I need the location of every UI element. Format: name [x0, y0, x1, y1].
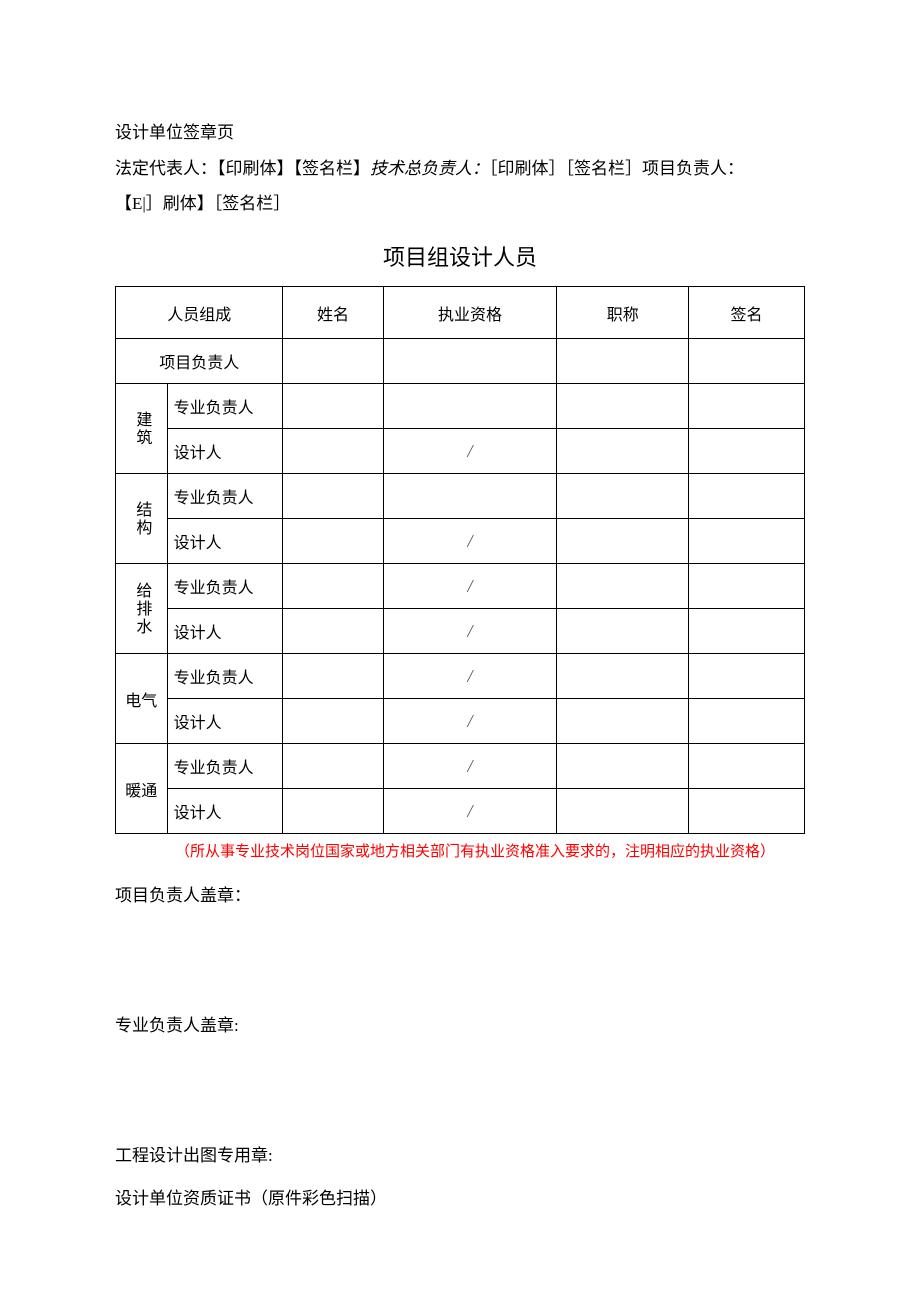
- cell-pm-title: [557, 339, 689, 384]
- cell-plumb-spec-name: [283, 564, 383, 609]
- header-line2: 法定代表人：【印刷体】【签名栏】技术总负责人：［印刷体］［签名栏］项目负责人：: [115, 151, 805, 187]
- stamp-specialist: 专业负责人盖章:: [115, 1011, 805, 1036]
- cell-arch-des-name: [283, 429, 383, 474]
- cell-hvac-spec-title: [557, 744, 689, 789]
- cell-arch-spec-sign: [689, 384, 805, 429]
- col-title: 职称: [557, 287, 689, 339]
- row-arch-specialist: 建筑 专业负责人: [116, 384, 805, 429]
- cell-hvac-spec-qual: /: [383, 744, 557, 789]
- category-plumb: 给排水: [116, 564, 168, 654]
- role-struct-designer: 设计人: [167, 519, 283, 564]
- category-arch: 建筑: [116, 384, 168, 474]
- cell-struct-spec-title: [557, 474, 689, 519]
- header-line3: 【E|］刷体】［签名栏］: [115, 186, 805, 222]
- cell-plumb-des-title: [557, 609, 689, 654]
- row-arch-designer: 设计人 /: [116, 429, 805, 474]
- stamp-design-output: 工程设计出图专用章:: [115, 1141, 805, 1166]
- col-composition: 人员组成: [116, 287, 283, 339]
- cell-pm-name: [283, 339, 383, 384]
- category-hvac: 暖通: [116, 744, 168, 834]
- row-plumb-specialist: 给排水 专业负责人 /: [116, 564, 805, 609]
- cell-elec-des-title: [557, 699, 689, 744]
- col-qualification: 执业资格: [383, 287, 557, 339]
- cell-arch-des-title: [557, 429, 689, 474]
- personnel-table: 人员组成 姓名 执业资格 职称 签名 项目负责人 建筑 专业负责人 设计人 / …: [115, 286, 805, 834]
- certificate-label: 设计单位资质证书（原件彩色扫描）: [115, 1184, 805, 1209]
- col-name: 姓名: [283, 287, 383, 339]
- cell-hvac-des-title: [557, 789, 689, 834]
- red-note: （所从事专业技术岗位国家或地方相关部门有执业资格准入要求的，注明相应的执业资格）: [115, 840, 805, 861]
- cell-arch-des-sign: [689, 429, 805, 474]
- cell-elec-spec-title: [557, 654, 689, 699]
- cell-arch-spec-title: [557, 384, 689, 429]
- row-hvac-designer: 设计人 /: [116, 789, 805, 834]
- cell-hvac-spec-name: [283, 744, 383, 789]
- page-title: 设计单位签章页: [115, 115, 805, 151]
- row-elec-specialist: 电气 专业负责人 /: [116, 654, 805, 699]
- category-elec: 电气: [116, 654, 168, 744]
- cell-hvac-des-sign: [689, 789, 805, 834]
- cell-project-manager: 项目负责人: [116, 339, 283, 384]
- cell-arch-spec-qual: [383, 384, 557, 429]
- cell-plumb-des-name: [283, 609, 383, 654]
- role-arch-specialist: 专业负责人: [167, 384, 283, 429]
- stamp-project-manager: 项目负责人盖章：: [115, 881, 805, 906]
- row-struct-specialist: 结构 专业负责人: [116, 474, 805, 519]
- col-signature: 签名: [689, 287, 805, 339]
- row-project-manager: 项目负责人: [116, 339, 805, 384]
- row-elec-designer: 设计人 /: [116, 699, 805, 744]
- cell-elec-spec-sign: [689, 654, 805, 699]
- cell-arch-des-qual: /: [383, 429, 557, 474]
- cell-plumb-des-qual: /: [383, 609, 557, 654]
- role-plumb-specialist: 专业负责人: [167, 564, 283, 609]
- row-struct-designer: 设计人 /: [116, 519, 805, 564]
- cell-hvac-des-name: [283, 789, 383, 834]
- role-arch-designer: 设计人: [167, 429, 283, 474]
- cell-plumb-spec-sign: [689, 564, 805, 609]
- cell-struct-des-sign: [689, 519, 805, 564]
- tech-lead-italic: 技术总负责人：: [370, 159, 489, 178]
- cell-struct-des-qual: /: [383, 519, 557, 564]
- cell-pm-qual: [383, 339, 557, 384]
- row-hvac-specialist: 暖通 专业负责人 /: [116, 744, 805, 789]
- legal-rep: 法定代表人：【印刷体】【签名栏】: [115, 159, 370, 178]
- row-plumb-designer: 设计人 /: [116, 609, 805, 654]
- cell-elec-spec-qual: /: [383, 654, 557, 699]
- cell-elec-des-sign: [689, 699, 805, 744]
- cell-pm-sign: [689, 339, 805, 384]
- cell-struct-des-title: [557, 519, 689, 564]
- cell-struct-spec-sign: [689, 474, 805, 519]
- cell-plumb-spec-qual: /: [383, 564, 557, 609]
- category-struct: 结构: [116, 474, 168, 564]
- cell-elec-des-name: [283, 699, 383, 744]
- table-header-row: 人员组成 姓名 执业资格 职称 签名: [116, 287, 805, 339]
- role-hvac-specialist: 专业负责人: [167, 744, 283, 789]
- cell-struct-des-name: [283, 519, 383, 564]
- cell-hvac-des-qual: /: [383, 789, 557, 834]
- table-title: 项目组设计人员: [115, 240, 805, 272]
- role-plumb-designer: 设计人: [167, 609, 283, 654]
- header-block: 设计单位签章页 法定代表人：【印刷体】【签名栏】技术总负责人：［印刷体］［签名栏…: [115, 115, 805, 222]
- role-hvac-designer: 设计人: [167, 789, 283, 834]
- role-elec-specialist: 专业负责人: [167, 654, 283, 699]
- cell-arch-spec-name: [283, 384, 383, 429]
- cell-plumb-spec-title: [557, 564, 689, 609]
- cell-plumb-des-sign: [689, 609, 805, 654]
- cell-hvac-spec-sign: [689, 744, 805, 789]
- role-elec-designer: 设计人: [167, 699, 283, 744]
- cell-elec-des-qual: /: [383, 699, 557, 744]
- project-lead: ［印刷体］［签名栏］项目负责人：: [489, 159, 744, 178]
- cell-elec-spec-name: [283, 654, 383, 699]
- cell-struct-spec-qual: [383, 474, 557, 519]
- role-struct-specialist: 专业负责人: [167, 474, 283, 519]
- cell-struct-spec-name: [283, 474, 383, 519]
